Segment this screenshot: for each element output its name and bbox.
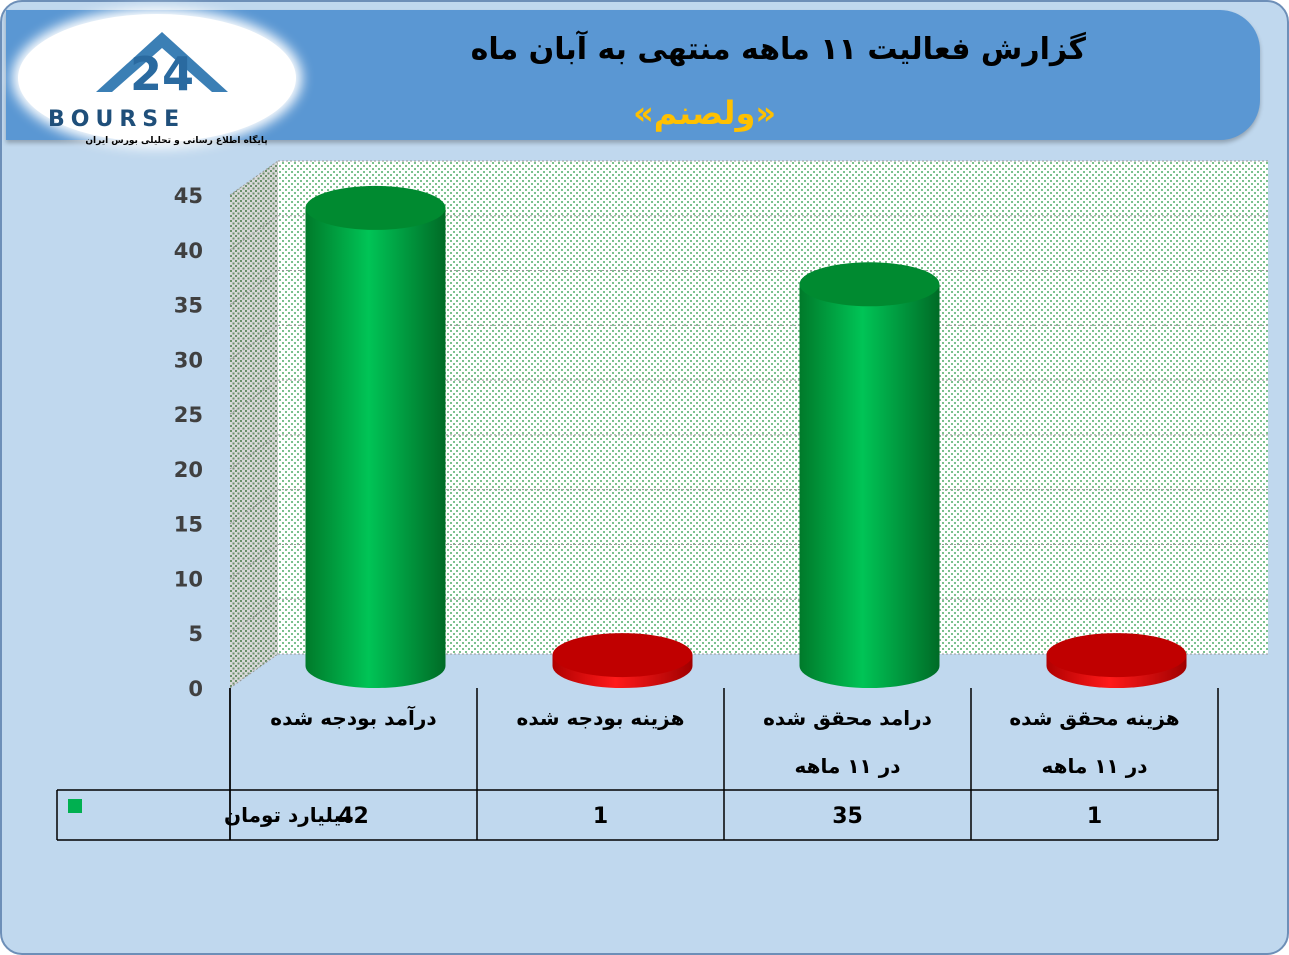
bar-top: [1046, 633, 1187, 678]
data-label: 42: [338, 804, 369, 829]
bar-body: [799, 284, 940, 688]
bar-top: [305, 185, 446, 230]
gridline-side: [229, 160, 279, 196]
data-label: 35: [832, 804, 863, 829]
bar: [799, 262, 940, 688]
y-axis: 0 5 10 15 20 25 30 35 40 45: [174, 184, 203, 701]
gridline-side: [229, 215, 279, 251]
x-category-label: هزینه محقق شده: [1009, 706, 1179, 730]
page-title: گزارش فعالیت ۱۱ ماهه منتهی به آبان ماه: [470, 32, 1086, 67]
bar: [552, 633, 693, 688]
x-category-label: درآمد بودجه شده: [270, 705, 436, 730]
logo-tagline: پایگاه اطلاع رسانی و تحلیلی بورس ایران: [85, 136, 268, 146]
bar-top: [552, 633, 693, 678]
x-category-label: هزینه بودجه شده: [517, 706, 685, 730]
legend-label: میلیارد تومان: [224, 803, 354, 827]
y-tick-label: 35: [174, 294, 203, 318]
data-table: درآمد بودجه شده 42 هزینه بودجه شده 1 درامد م…: [56, 688, 1219, 841]
page-subtitle: «ولصنم»: [633, 94, 776, 132]
data-label: 1: [1087, 804, 1102, 829]
y-tick-label: 40: [174, 239, 203, 263]
y-tick-label: 45: [174, 184, 203, 208]
bar-top: [799, 262, 940, 307]
plot-side-wall: [230, 161, 278, 688]
bar: [1046, 633, 1187, 688]
data-label: 1: [593, 804, 608, 829]
legend-swatch: [68, 799, 82, 813]
gridline-side: [229, 653, 279, 689]
y-tick-label: 20: [174, 458, 203, 482]
x-category-label: در ۱۱ ماهه: [1041, 754, 1147, 778]
gridline-side: [229, 489, 279, 525]
gridline-side: [229, 270, 279, 305]
gridline-side: [229, 379, 279, 415]
bar: [305, 185, 446, 689]
gridline-side: [229, 544, 279, 579]
gridline-side: [229, 598, 279, 634]
x-category-label: در ۱۱ ماهه: [794, 754, 900, 778]
logo: 24 BOURSE پایگاه اطلاع رسانی و تحلیلی بو…: [18, 14, 296, 146]
logo-mark-icon: 24: [96, 32, 228, 101]
logo-word: BOURSE: [48, 107, 186, 132]
gridline-side: [229, 324, 279, 360]
logo-number: 24: [130, 47, 194, 101]
x-category-label: درامد محقق شده: [763, 706, 932, 730]
y-tick-label: 30: [174, 348, 203, 372]
y-tick-label: 10: [174, 567, 203, 591]
gridline-side: [229, 434, 279, 470]
y-tick-label: 0: [188, 677, 203, 701]
y-tick-label: 25: [174, 403, 203, 427]
bar-body: [305, 207, 446, 689]
y-tick-label: 5: [188, 622, 203, 646]
y-tick-label: 15: [174, 513, 203, 537]
bars: [305, 185, 1187, 689]
